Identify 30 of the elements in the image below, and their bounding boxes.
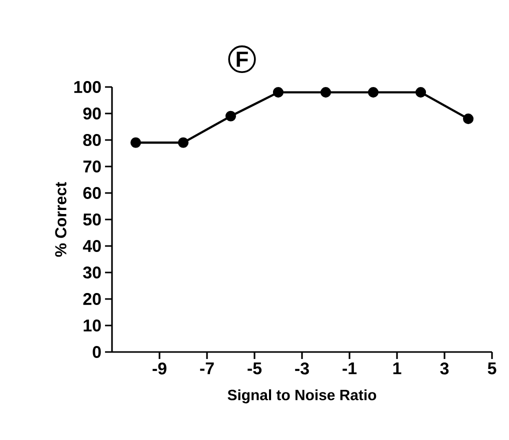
x-tick-label: 5 bbox=[488, 362, 496, 374]
x-tick-label: 1 bbox=[393, 362, 402, 374]
x-tick-label: 3 bbox=[440, 362, 449, 375]
y-tick-label: 70 bbox=[83, 160, 101, 172]
y-tick-label: 10 bbox=[84, 320, 101, 332]
point bbox=[462, 114, 474, 124]
point bbox=[178, 137, 189, 148]
x-axis-title: Signal to Noise Ratio bbox=[228, 389, 376, 404]
point bbox=[415, 87, 426, 98]
y-tick-label: 90 bbox=[83, 108, 101, 120]
point bbox=[368, 87, 379, 98]
point bbox=[320, 87, 332, 98]
y-tick-label: 50 bbox=[83, 214, 101, 226]
point bbox=[130, 137, 142, 148]
x-tick-label: -9 bbox=[152, 362, 166, 374]
y-tick-label: 80 bbox=[83, 134, 101, 146]
x-tick-label: -3 bbox=[295, 362, 309, 375]
x-tick-label: -7 bbox=[200, 362, 214, 374]
chart-title: F bbox=[236, 52, 248, 67]
point bbox=[225, 110, 236, 122]
y-tick-label: 0 bbox=[92, 346, 101, 358]
y-tick-label: 30 bbox=[83, 266, 101, 279]
y-tick-label: 20 bbox=[83, 293, 101, 305]
y-tick-label: 60 bbox=[83, 187, 101, 199]
y-axis-title: % Correct bbox=[55, 182, 66, 257]
point bbox=[272, 87, 284, 98]
y-tick-label: 40 bbox=[82, 240, 101, 252]
y-tick-label: 100 bbox=[74, 81, 101, 93]
x-tick-label: -1 bbox=[342, 362, 357, 374]
x-tick-label: -5 bbox=[248, 362, 262, 374]
